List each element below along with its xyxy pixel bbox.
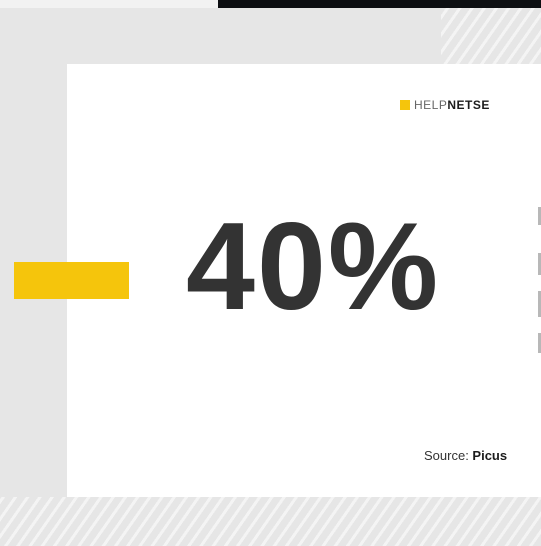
logo-se-text: SE <box>472 98 490 112</box>
yellow-accent-bar <box>14 262 129 299</box>
cut-off-mark <box>538 207 541 225</box>
top-dark-bar <box>218 0 541 8</box>
source-caption: Source: Picus <box>424 448 507 463</box>
logo-net-text: NET <box>447 98 473 112</box>
cut-off-mark <box>538 253 541 275</box>
big-statistic: 40% <box>186 198 441 336</box>
yellow-square-icon <box>400 100 410 110</box>
infographic-card <box>67 64 541 497</box>
bottom-stripes <box>0 497 541 546</box>
cut-off-mark <box>538 291 541 317</box>
top-right-stripes <box>441 8 541 64</box>
cut-off-text-marks <box>538 205 541 355</box>
help-net-security-logo: HELP NET SE <box>400 98 490 112</box>
top-white-strip <box>0 0 218 8</box>
cut-off-mark <box>538 333 541 353</box>
logo-help-text: HELP <box>414 98 448 112</box>
source-name: Picus <box>472 448 508 463</box>
source-prefix: Source: <box>424 448 473 463</box>
